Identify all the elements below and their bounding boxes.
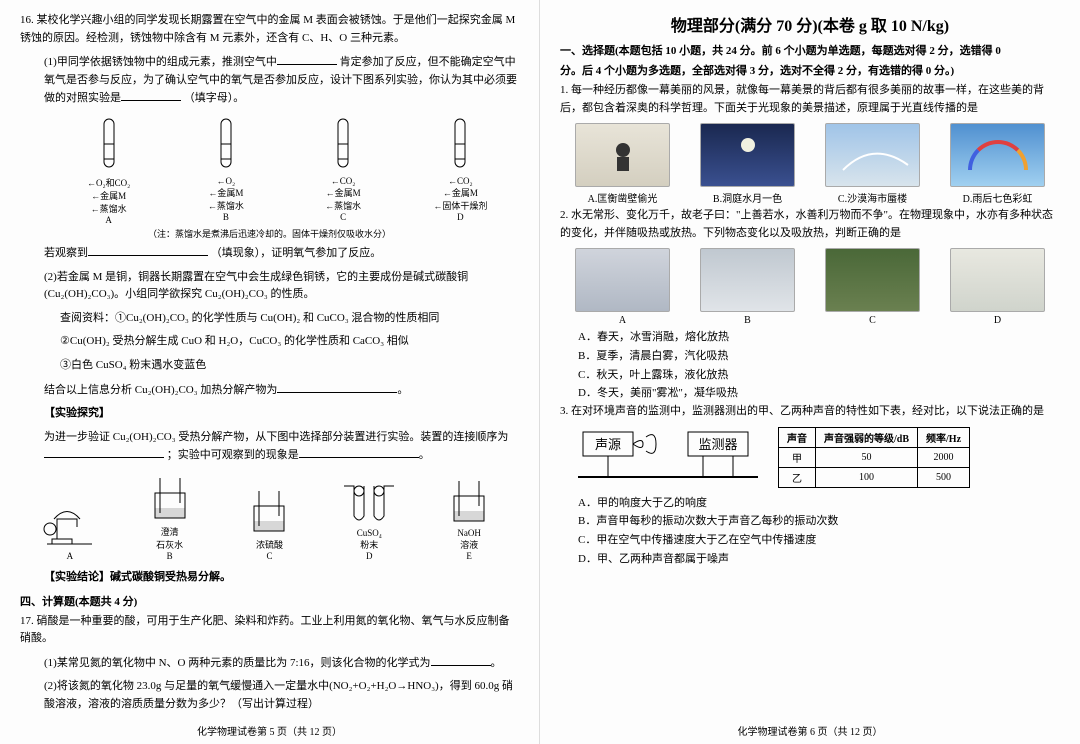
q2-opts: A．春天，冰雪消融，熔化放热 B．夏季，清晨白雾，汽化吸热 C．秋天，叶上露珠，… bbox=[560, 328, 1060, 403]
svg-text:监测器: 监测器 bbox=[698, 437, 737, 452]
q17-p2: (2)将该氮的氧化物 23.0g 与足量的氧气缓慢通入一定量水中(NO₂+O₂+… bbox=[20, 678, 519, 713]
svg-text:声源: 声源 bbox=[595, 437, 621, 452]
page-6: 物理部分(满分 70 分)(本卷 g 取 10 N/kg) 一、选择题(本题包括… bbox=[540, 0, 1080, 744]
q16-ref2: ②Cu(OH)₂ 受热分解生成 CuO 和 H₂O，CuCO₃ 的化学性质和 C… bbox=[20, 333, 519, 351]
q-stem: 某校化学兴趣小组的同学发现长期露置在空气中的金属 M 表面会被锈蚀。于是他们一起… bbox=[20, 14, 515, 44]
blank bbox=[277, 53, 337, 65]
q16-ref3: ③白色 CuSO₄ 粉末遇水变蓝色 bbox=[20, 357, 519, 375]
q16-p2: (2)若金属 M 是铜，铜器长期露置在空气中会生成绿色铜锈，它的主要成份是碱式碳… bbox=[20, 269, 519, 304]
apparatus-row: A 澄清 石灰水 B 浓硫酸 C CuSO₄ 粉末 D NaOH 溶液 E bbox=[20, 473, 519, 561]
q16-ref1: 查阅资料：①Cu₂(OH)₂CO₃ 的化学性质与 Cu(OH)₂ 和 CuCO₃… bbox=[20, 310, 519, 328]
exp-title: 【实验探究】 bbox=[20, 405, 519, 423]
q1-images: A.匡衡凿壁偷光 B.洞庭水月一色 C.沙漠海市蜃楼 D.雨后七色彩虹 bbox=[560, 123, 1060, 205]
blank bbox=[299, 446, 419, 458]
q3: 3. 在对环境声音的监测中，监测器测出的甲、乙两种声音的特性如下表，经对比，以下… bbox=[560, 403, 1060, 421]
q-num: 2. bbox=[560, 209, 568, 221]
blank bbox=[431, 654, 491, 666]
page-footer: 化学物理试卷第 5 页（共 12 页） bbox=[0, 723, 539, 738]
q-stem: 在对环境声音的监测中，监测器测出的甲、乙两种声音的特性如下表，经对比，以下说法正… bbox=[571, 405, 1044, 417]
q-num: 17. bbox=[20, 615, 34, 627]
q16-heat: 结合以上信息分析 Cu₂(OH)₂CO₃ 加热分解产物为。 bbox=[20, 381, 519, 400]
blank bbox=[88, 244, 208, 256]
q16-p1: (1)甲同学依据锈蚀物中的组成元素，推测空气中 肯定参加了反应，但不能确定空气中… bbox=[20, 53, 519, 108]
physics-title: 物理部分(满分 70 分)(本卷 g 取 10 N/kg) bbox=[560, 12, 1060, 36]
opt-d: D．冬天，美丽"雾凇"，凝华吸热 bbox=[560, 384, 1060, 403]
opt-c: C．秋天，叶上露珠，液化放热 bbox=[560, 366, 1060, 385]
blank bbox=[277, 381, 397, 393]
tube-b: ←O₂ ←金属M ←蒸馏水 B bbox=[191, 114, 261, 225]
q2-images: A B C D bbox=[560, 248, 1060, 326]
sound-monitor-svg: 声源 监测器 bbox=[578, 427, 758, 487]
q-stem: 每一种经历都像一幕美丽的风景，就像每一幕美景的背后都有很多美丽的故事一样，在这些… bbox=[560, 84, 1044, 114]
q17: 17. 硝酸是一种重要的酸，可用于生产化肥、染料和炸药。工业上利用氮的氧化物、氧… bbox=[20, 613, 519, 648]
img-opt-a: A.匡衡凿壁偷光 bbox=[575, 123, 670, 205]
img-opt-c: C.沙漠海市蜃楼 bbox=[825, 123, 920, 205]
section-1b: 分。后 4 个小题为多选题，全部选对得 3 分，选对不全得 2 分，有选错的得 … bbox=[560, 62, 1060, 78]
section-1a: 一、选择题(本题包括 10 小题，共 24 分。前 6 个小题为单选题，每题选对… bbox=[560, 42, 1060, 58]
tube-a: ←O₂和CO₂ ←金属M ←蒸馏水 A bbox=[74, 114, 144, 225]
tube-c: ←CO₂ ←金属M ←蒸馏水 C bbox=[308, 114, 378, 225]
q2: 2. 水无常形、变化万千，故老子曰："上善若水，水善利万物而不争"。在物理现象中… bbox=[560, 207, 1060, 242]
img-opt-d: D bbox=[950, 248, 1045, 326]
page-5: 16. 某校化学兴趣小组的同学发现长期露置在空气中的金属 M 表面会被锈蚀。于是… bbox=[0, 0, 540, 744]
app-c: 浓硫酸 C bbox=[234, 486, 304, 561]
opt-d: D．甲、乙两种声音都属于噪声 bbox=[560, 550, 1060, 569]
img-opt-c: C bbox=[825, 248, 920, 326]
q-num: 16. bbox=[20, 14, 34, 26]
q3-diagram: 声源 监测器 声音声音强弱的等级/dB频率/Hz 甲502000 乙100500 bbox=[578, 427, 1060, 488]
q3-opts: A．甲的响度大于乙的响度 B．声音甲每秒的振动次数大于声音乙每秒的振动次数 C．… bbox=[560, 494, 1060, 569]
opt-b: B．夏季，清晨白雾，汽化吸热 bbox=[560, 347, 1060, 366]
q16-exp: 为进一步验证 Cu₂(OH)₂CO₃ 受热分解产物，从下图中选择部分装置进行实验… bbox=[20, 429, 519, 465]
q1: 1. 每一种经历都像一幕美丽的风景，就像每一幕美景的背后都有很多美丽的故事一样，… bbox=[560, 82, 1060, 117]
exp-concl: 【实验结论】碱式碳酸铜受热易分解。 bbox=[20, 569, 519, 587]
opt-c: C．甲在空气中传播速度大于乙在空气中传播速度 bbox=[560, 531, 1060, 550]
page-footer: 化学物理试卷第 6 页（共 12 页） bbox=[540, 723, 1080, 738]
app-b: 澄清 石灰水 B bbox=[135, 473, 205, 561]
img-opt-d: D.雨后七色彩虹 bbox=[950, 123, 1045, 205]
blank bbox=[44, 446, 164, 458]
q17-p1: (1)某常见氮的氧化物中 N、O 两种元素的质量比为 7:16，则该化合物的化学… bbox=[20, 654, 519, 673]
img-opt-a: A bbox=[575, 248, 670, 326]
opt-b: B．声音甲每秒的振动次数大于声音乙每秒的振动次数 bbox=[560, 512, 1060, 531]
app-a: A bbox=[35, 499, 105, 561]
img-opt-b: B bbox=[700, 248, 795, 326]
opt-a: A．甲的响度大于乙的响度 bbox=[560, 494, 1060, 513]
tube-note: （注：蒸馏水是煮沸后迅速冷却的。固体干燥剂仅吸收水分） bbox=[20, 227, 519, 240]
tube-d: ←CO₂ ←金属M ←固体干燥剂 D bbox=[425, 114, 495, 225]
q-stem: 硝酸是一种重要的酸，可用于生产化肥、染料和炸药。工业上利用氮的氧化物、氧气与水反… bbox=[20, 615, 510, 645]
img-opt-b: B.洞庭水月一色 bbox=[700, 123, 795, 205]
sound-table: 声音声音强弱的等级/dB频率/Hz 甲502000 乙100500 bbox=[778, 427, 970, 488]
q16-obs: 若观察到 （填现象），证明氧气参加了反应。 bbox=[20, 244, 519, 263]
q-num: 1. bbox=[560, 84, 568, 96]
q-stem: 水无常形、变化万千，故老子曰："上善若水，水善利万物而不争"。在物理现象中，水亦… bbox=[560, 209, 1053, 239]
app-d: CuSO₄ 粉末 D bbox=[334, 476, 404, 561]
section-4: 四、计算题(本题共 4 分) bbox=[20, 593, 519, 609]
blank bbox=[121, 89, 181, 101]
app-e: NaOH 溶液 E bbox=[434, 476, 504, 561]
opt-a: A．春天，冰雪消融，熔化放热 bbox=[560, 328, 1060, 347]
tube-diagram-row: ←O₂和CO₂ ←金属M ←蒸馏水 A ←O₂ ←金属M ←蒸馏水 B ←CO₂… bbox=[50, 114, 519, 225]
q16: 16. 某校化学兴趣小组的同学发现长期露置在空气中的金属 M 表面会被锈蚀。于是… bbox=[20, 12, 519, 47]
q-num: 3. bbox=[560, 405, 568, 417]
